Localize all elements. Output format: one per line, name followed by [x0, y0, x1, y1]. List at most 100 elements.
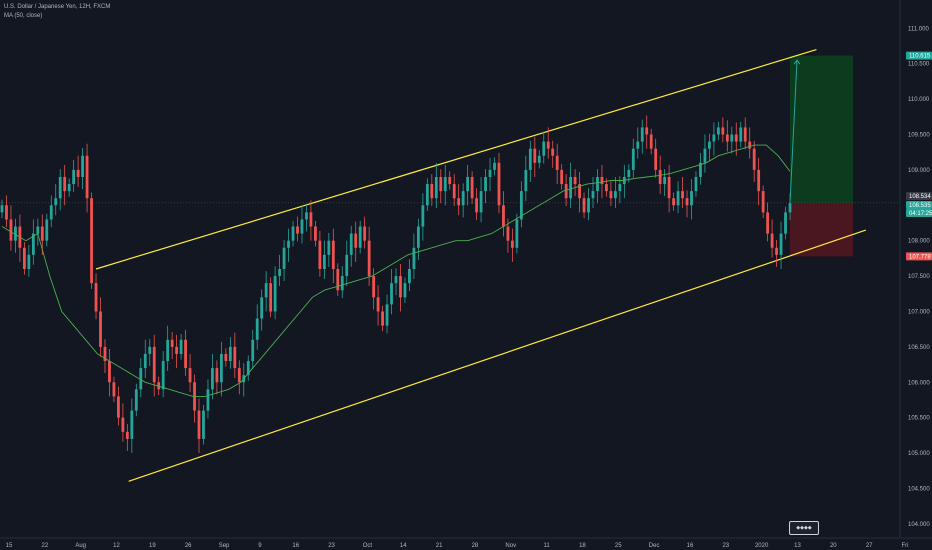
candle: [287, 228, 290, 262]
candle-body: [515, 219, 519, 248]
candle-body: [752, 148, 756, 170]
candle-body: [58, 176, 62, 199]
candle: [385, 294, 389, 334]
candle: [475, 188, 478, 221]
candle: [721, 117, 725, 143]
candle-body: [564, 184, 568, 199]
candle: [45, 213, 49, 247]
ma-legend[interactable]: MA (50, close): [4, 13, 43, 19]
price-tick-label: 104.500: [908, 486, 930, 492]
candle: [309, 200, 313, 241]
candle-body: [76, 169, 80, 177]
candle-body: [645, 127, 649, 135]
candle: [121, 403, 125, 442]
channel-lines[interactable]: [95, 48, 867, 482]
candle-body: [219, 353, 223, 383]
candle: [412, 233, 416, 279]
candle-body: [314, 226, 317, 241]
position-zones[interactable]: [0, 55, 900, 257]
candle: [439, 169, 443, 204]
candle-body: [676, 191, 680, 206]
candle: [448, 171, 452, 190]
candle-body: [672, 198, 675, 206]
candle-body: [636, 141, 640, 149]
candle-body: [390, 283, 393, 305]
projection-arrow[interactable]: [789, 59, 801, 203]
candle: [314, 220, 317, 247]
price-tag-box: [906, 209, 932, 217]
candle: [784, 206, 787, 240]
candle-body: [609, 191, 613, 199]
time-tick-label: 11: [543, 543, 550, 549]
candle-body: [36, 226, 40, 234]
candle-body: [72, 169, 76, 185]
candle: [9, 205, 13, 251]
candle: [631, 138, 635, 178]
time-tick-label: 19: [149, 543, 156, 549]
candle: [416, 218, 420, 260]
candle: [237, 360, 241, 395]
candle-body: [358, 226, 362, 248]
candle-body: [287, 240, 290, 248]
candle: [681, 176, 684, 209]
candle-body: [475, 198, 478, 213]
price-tick-label: 104.000: [908, 522, 930, 528]
candle-body: [305, 212, 308, 220]
candle: [179, 334, 183, 360]
tradingview-logo: ◆◆◆◆: [789, 521, 819, 535]
candle-body: [582, 198, 586, 213]
candle: [381, 305, 384, 332]
price-tag-box: [906, 192, 932, 200]
candle-body: [251, 339, 255, 362]
candle-body: [206, 389, 210, 411]
symbol-legend[interactable]: U.S. Dollar / Japanese Yen, 12H, FXCM: [4, 4, 111, 10]
time-tick-label: 21: [436, 543, 443, 549]
time-tick-label: 26: [185, 543, 192, 549]
candle-body: [587, 198, 590, 213]
time-tick-label: Nov: [505, 543, 516, 549]
candle-body: [5, 205, 8, 220]
candle: [484, 169, 487, 204]
candle: [278, 254, 281, 286]
candle: [85, 143, 89, 213]
candle-body: [470, 176, 474, 199]
time-axis[interactable]: 15 22 Aug 12 19 26 Sep 9 16 23 Oct 14 21 28 Nov 11 18 25 D…: [6, 543, 909, 549]
candle-body: [125, 431, 129, 439]
candle: [528, 140, 532, 182]
candle-body: [130, 410, 134, 439]
candle: [197, 398, 201, 454]
candle: [354, 221, 358, 262]
candle-body: [376, 297, 380, 312]
time-tick-label: 12: [113, 543, 120, 549]
candle-body: [766, 212, 770, 234]
time-tick-label: 22: [41, 543, 48, 549]
candle-body: [385, 304, 389, 326]
candle-body: [161, 361, 165, 390]
candle: [573, 169, 577, 197]
candle-body: [613, 191, 617, 199]
price-axis[interactable]: 104.000 104.500 105.000 105.500 106.000 106.5…: [908, 26, 930, 528]
candle-body: [555, 155, 559, 170]
candle: [757, 157, 761, 206]
candle: [358, 220, 362, 254]
time-tick-label: 15: [6, 543, 13, 549]
candle: [596, 169, 599, 204]
candle-body: [148, 346, 152, 354]
candle: [72, 159, 76, 192]
candle: [716, 121, 720, 141]
candle-body: [354, 233, 358, 248]
candle: [591, 176, 595, 209]
candle-body: [631, 148, 635, 170]
candle: [67, 178, 71, 197]
candle: [654, 138, 658, 178]
candle: [658, 155, 662, 194]
candlestick-series: [0, 115, 792, 454]
time-tick-label: Dec: [649, 543, 660, 549]
candle: [112, 376, 116, 403]
time-tick-label: Aug: [75, 543, 86, 549]
candle-body: [511, 240, 514, 248]
candle: [667, 164, 671, 213]
price-tick-label: 110.500: [908, 62, 930, 68]
candle: [90, 192, 93, 289]
